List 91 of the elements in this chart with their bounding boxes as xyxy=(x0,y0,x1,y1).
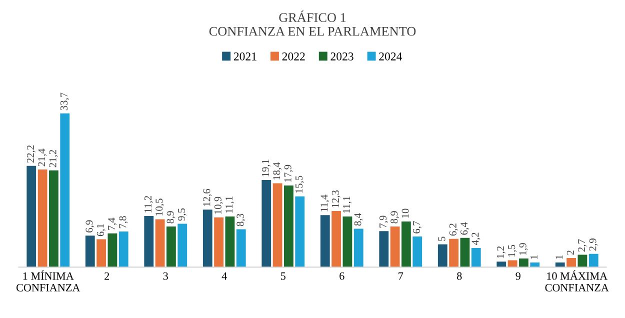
x-tick-label: 8 xyxy=(457,272,462,280)
bar xyxy=(178,224,188,268)
data-label: 10 xyxy=(402,208,409,218)
data-label: 11,1 xyxy=(226,196,234,213)
bar xyxy=(390,226,400,268)
data-label: 1,2 xyxy=(496,246,506,258)
bar xyxy=(236,229,246,268)
x-tick-label: 5 xyxy=(280,272,286,280)
bar xyxy=(60,113,70,268)
bar xyxy=(402,222,411,268)
bar xyxy=(85,236,95,268)
data-label: 11,4 xyxy=(320,194,330,212)
data-label: 6,4 xyxy=(460,222,470,235)
data-label: 15,5 xyxy=(295,176,304,193)
data-label: 11,2 xyxy=(144,196,153,212)
data-label: 22,2 xyxy=(26,145,36,163)
bar xyxy=(460,238,470,268)
data-label: 5 xyxy=(438,236,446,241)
data-label: 1,9 xyxy=(519,243,528,255)
chart-title: GRÁFICO 1 CONFIANZA EN EL PARLAMENTO xyxy=(209,10,416,36)
x-tick-label: 9 xyxy=(516,272,520,280)
bar xyxy=(144,216,154,268)
data-label: 1 xyxy=(556,255,563,259)
bar xyxy=(214,217,224,268)
data-label: 8,4 xyxy=(354,213,363,226)
data-label: 17,9 xyxy=(284,164,293,182)
data-label: 19,1 xyxy=(262,160,270,176)
x-tick-label: 4 xyxy=(222,272,227,280)
bar xyxy=(566,258,576,268)
bar xyxy=(496,262,506,268)
data-label: 21,4 xyxy=(38,148,47,166)
x-tick-label: 6 xyxy=(340,272,344,280)
x-tick-label: 1 MÍNIMA CONFIANZA xyxy=(16,270,80,292)
x-tick-label: 7 xyxy=(398,272,404,280)
data-label: 7,8 xyxy=(119,216,128,228)
bar xyxy=(588,254,598,268)
data-label: 8,9 xyxy=(166,211,176,224)
legend-label: 2024 xyxy=(379,52,402,60)
bar xyxy=(342,216,352,268)
data-label: 2,7 xyxy=(578,239,587,252)
bar xyxy=(118,232,128,268)
bar xyxy=(225,216,235,268)
bar xyxy=(96,239,106,268)
bar xyxy=(202,210,212,268)
data-label: 12,6 xyxy=(203,188,212,206)
bar xyxy=(284,185,294,268)
data-label: 8,3 xyxy=(236,214,246,226)
bar xyxy=(449,238,458,268)
data-label: 1,5 xyxy=(508,244,517,257)
bar xyxy=(471,248,481,268)
bar xyxy=(519,258,528,268)
bar xyxy=(155,219,165,268)
data-label: 6,7 xyxy=(412,221,422,234)
data-label: 12,3 xyxy=(332,190,340,208)
bar xyxy=(49,170,58,268)
data-label: 11,1 xyxy=(343,196,352,213)
data-label: 2,9 xyxy=(589,238,598,251)
legend-label: 2023 xyxy=(330,52,354,60)
bar xyxy=(320,215,330,268)
bar xyxy=(332,211,341,268)
bar xyxy=(26,166,36,268)
data-label: 6,9 xyxy=(86,220,94,232)
bar xyxy=(108,233,118,268)
data-label: 6,2 xyxy=(449,224,458,236)
data-label: 2 xyxy=(566,250,574,255)
data-label: 21,2 xyxy=(49,150,58,168)
data-label: 18,4 xyxy=(273,162,282,180)
bar xyxy=(262,180,272,268)
data-label: 33,7 xyxy=(60,92,69,110)
data-label: 1 xyxy=(530,255,538,259)
data-label: 10,9 xyxy=(214,196,223,214)
x-tick-label: 10 MÁXIMA CONFIANZA xyxy=(545,270,609,292)
data-label: 8,9 xyxy=(390,211,400,224)
x-tick-label: 3 xyxy=(163,272,168,280)
legend-label: 2021 xyxy=(234,52,256,60)
bar xyxy=(272,183,282,268)
bar xyxy=(38,170,48,268)
bar xyxy=(379,231,389,268)
data-label: 4,2 xyxy=(472,232,480,245)
legend-label: 2022 xyxy=(282,52,305,60)
data-label: 6,1 xyxy=(96,224,106,236)
x-tick-label: 2 xyxy=(104,272,110,280)
bar xyxy=(412,236,422,268)
data-label: 10,5 xyxy=(156,198,164,216)
bar xyxy=(438,244,448,268)
data-label: 7,4 xyxy=(108,218,117,230)
bar xyxy=(166,226,176,268)
bar xyxy=(354,228,364,268)
data-label: 9,5 xyxy=(178,208,186,221)
bar xyxy=(295,196,305,268)
data-label: 7,9 xyxy=(379,216,388,228)
